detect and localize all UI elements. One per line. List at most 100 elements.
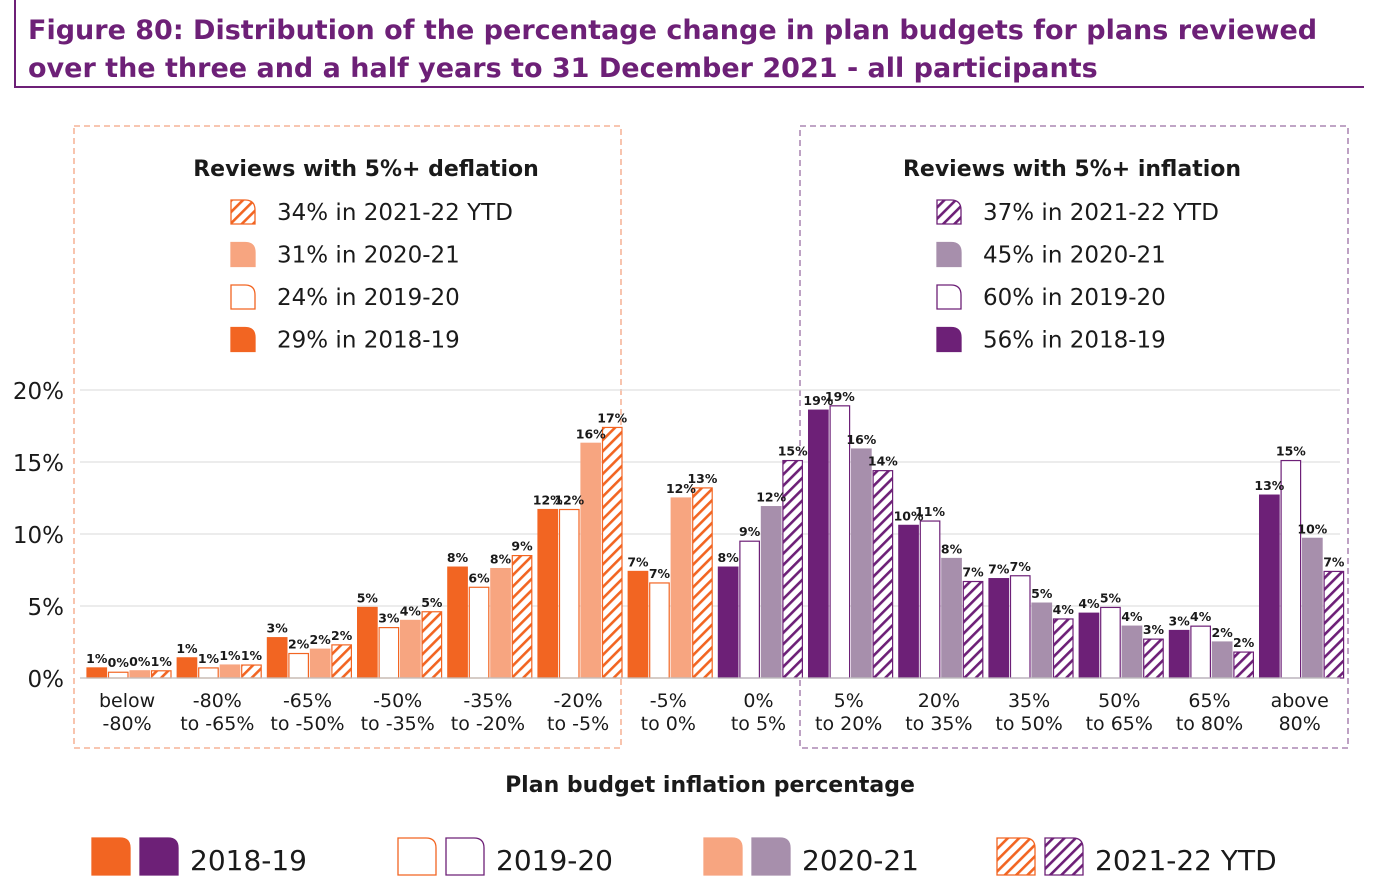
x-tick-label: to -65% [180, 713, 254, 735]
inflation-box [799, 125, 1349, 749]
inflation_box-swatch [936, 326, 962, 353]
x-tick-label: to -20% [451, 713, 525, 735]
bar-2020-21 [580, 442, 602, 679]
bar-value-label: 4% [400, 603, 422, 618]
bar-value-label: 14% [868, 454, 898, 469]
legend-swatch-inflation [1044, 837, 1084, 876]
bar-2020-21 [670, 497, 692, 679]
x-tick-label: below [99, 690, 155, 712]
x-tick-label: -20% [554, 690, 603, 712]
bar-2020-21 [309, 648, 331, 679]
bar-value-label: 3% [378, 611, 400, 626]
bar-value-label: 13% [687, 471, 717, 486]
data-labels: 1% 0% 0% 1%1%1% 1% 1%3%2% 2% 2%5%3% 4%5%8%6%8%9%… [86, 389, 1345, 670]
bar-2021-22-ytd [1323, 570, 1345, 679]
bar-2018-19 [537, 508, 559, 679]
bar-2021-22-ytd [601, 426, 623, 679]
legend-swatch-deflation [91, 837, 131, 876]
bar-2018-19 [898, 524, 919, 679]
x-tick-label: 80% [1279, 713, 1321, 735]
bar-2019-20 [378, 626, 400, 679]
legend-swatch-deflation [703, 837, 743, 876]
bar-2021-22-ytd [692, 487, 713, 679]
bar-value-label: 4% [1121, 609, 1143, 624]
bar-2018-19 [1258, 494, 1280, 679]
x-tick-label: 50% [1098, 690, 1140, 712]
bar-value-label: 7% [962, 565, 984, 580]
inflation_box-swatch [936, 199, 962, 225]
bar-value-label: 16% [846, 432, 876, 447]
x-tick-label: -50% [373, 690, 422, 712]
inflation_box-item: 37% in 2021-22 YTD [983, 200, 1219, 226]
bar-value-label: 1% [176, 641, 198, 656]
axes: 0%5%10%15%20%below-80%-80%to -65%-65%to … [13, 379, 1340, 735]
deflation_box-swatch [230, 199, 256, 225]
bar-2018-19 [86, 667, 108, 679]
bar-value-label: 2% [1212, 625, 1234, 640]
bar-value-label: 7% [1323, 554, 1345, 569]
legend-label: 2019-20 [496, 844, 613, 877]
x-tick-label: to 0% [641, 713, 696, 735]
inflation_box-swatch [936, 284, 962, 310]
legend-swatch-inflation [139, 837, 179, 876]
deflation_box-title: Reviews with 5%+ deflation [193, 157, 539, 182]
bar-value-label: 5% [421, 595, 443, 610]
x-tick-label: to -35% [361, 713, 435, 735]
bar-value-label: 17% [597, 410, 627, 425]
x-tick-label: to 35% [905, 713, 972, 735]
legend-label: 2018-19 [190, 844, 307, 877]
bar-value-label: 15% [1276, 444, 1306, 459]
bar-value-label: 12% [533, 493, 563, 508]
bar-value-label: 15% [778, 444, 808, 459]
bar-value-label: 1% [241, 648, 263, 663]
bar-2019-20 [468, 586, 490, 679]
legend-swatch-deflation [397, 837, 437, 876]
bar-2019-20 [1100, 606, 1121, 679]
bar-2021-22-ytd [1233, 651, 1255, 679]
inflation_box-item: 45% in 2020-21 [983, 243, 1166, 269]
x-tick-label: 35% [1008, 690, 1050, 712]
bar-2020-21 [1031, 602, 1053, 679]
title-bar: Figure 80: Distribution of the percentag… [14, 0, 1364, 88]
bar-value-label: 8% [718, 550, 740, 565]
x-tick-label: -5% [650, 690, 687, 712]
bar-value-label: 5% [357, 590, 379, 605]
bar-2019-20 [107, 671, 129, 679]
bar-2020-21 [400, 619, 421, 679]
legend: Reviews with 5%+ deflation 34% in 2021-22… [91, 157, 1277, 877]
bar-2021-22-ytd [962, 580, 984, 679]
x-tick-label: 65% [1188, 690, 1230, 712]
bar-2018-19 [1168, 629, 1190, 679]
bar-value-label: 2% [1233, 635, 1255, 650]
bar-2019-20 [1280, 459, 1302, 679]
bar-2018-19 [1078, 612, 1100, 679]
bar-value-label: 9% [739, 524, 761, 539]
deflation_box-item: 29% in 2018-19 [277, 328, 460, 354]
x-tick-label: 0% [743, 690, 773, 712]
x-axis-title: Plan budget inflation percentage [505, 773, 915, 798]
bar-value-label: 4% [1053, 602, 1075, 617]
y-tick-label: 5% [28, 595, 65, 621]
bar-value-label: 19% [803, 393, 833, 408]
inflation_box-item: 60% in 2019-20 [983, 285, 1166, 311]
bar-2020-21 [129, 670, 151, 679]
chart-title: Figure 80: Distribution of the percentag… [28, 15, 1318, 84]
bar-value-label: 8% [447, 550, 469, 565]
deflation_box-item: 31% in 2020-21 [277, 243, 460, 269]
bar-2021-22-ytd [872, 470, 894, 679]
bar-2018-19 [627, 570, 649, 679]
bar-2019-20 [649, 582, 670, 679]
bar-2021-22-ytd [511, 554, 533, 679]
x-tick-label: -80% [193, 690, 242, 712]
x-tick-label: above [1271, 690, 1329, 712]
bar-value-label: 9% [511, 539, 533, 554]
group-boxes [73, 125, 1349, 749]
bar-2019-20 [198, 667, 219, 679]
bar-2018-19 [266, 637, 288, 679]
bar-2020-21 [850, 448, 872, 679]
bar-value-label: 0% [108, 655, 130, 670]
bar-value-label: 13% [1254, 478, 1284, 493]
bar-value-label: 10% [1297, 521, 1327, 536]
x-tick-label: to 5% [731, 713, 786, 735]
